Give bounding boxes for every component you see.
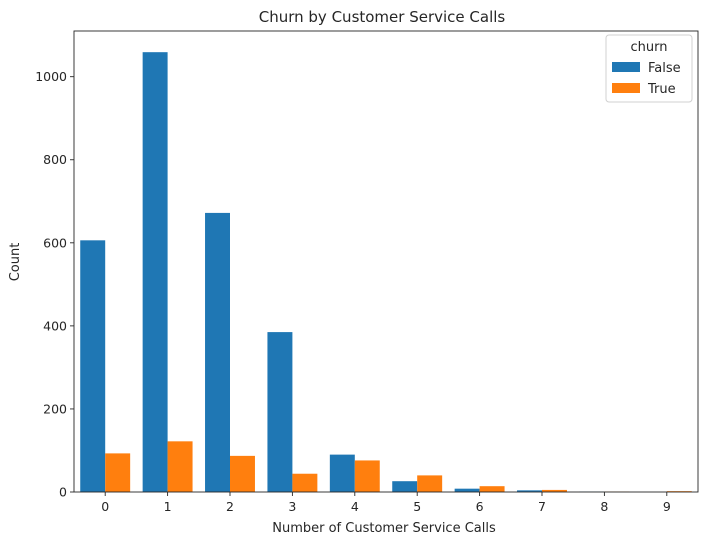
bar-false-0 [80,240,106,492]
x-tick-label: 4 [351,499,359,514]
x-tick-label: 0 [101,499,109,514]
bar-false-4 [329,454,355,492]
legend-swatch-false [612,62,640,72]
x-tick-label: 6 [476,499,484,514]
y-tick-label: 0 [59,485,67,500]
legend: churn False True [605,34,693,103]
y-tick-label: 1000 [35,69,67,84]
bar-true-2 [230,455,255,492]
x-tick-label: 2 [226,499,234,514]
bar-false-5 [392,481,418,492]
y-tick-label: 200 [43,401,67,416]
bar-true-0 [105,453,131,492]
bar-false-2 [205,212,230,492]
x-tick-label: 7 [538,499,546,514]
bar-true-4 [354,460,380,492]
legend-label-false: False [648,61,681,76]
plot-area: 0 200 400 600 800 1000 0 1 2 3 4 5 6 7 8 9 [35,30,699,514]
y-tick-label: 600 [43,235,67,250]
legend-label-true: True [647,82,676,97]
bar-false-3 [267,332,293,492]
bar-false-1 [142,52,168,493]
x-tick-label: 3 [288,499,296,514]
bar-true-1 [167,441,193,492]
chart-title: Churn by Customer Service Calls [259,8,506,26]
bar-false-7 [517,490,542,492]
bar-false-6 [454,488,480,492]
y-tick-label: 800 [43,152,67,167]
x-tick-label: 1 [164,499,172,514]
bar-true-6 [479,486,505,492]
legend-swatch-true [612,83,640,93]
x-tick-label: 9 [663,499,671,514]
legend-title: churn [631,40,668,55]
bar-true-7 [542,489,567,492]
x-tick-label: 8 [600,499,608,514]
bar-true-5 [417,475,443,492]
y-axis-label: Count [8,243,23,282]
x-axis-label: Number of Customer Service Calls [272,521,496,536]
bar-true-3 [292,473,318,492]
plot-frame [73,30,699,493]
y-tick-label: 400 [43,318,67,333]
x-tick-label: 5 [413,499,421,514]
